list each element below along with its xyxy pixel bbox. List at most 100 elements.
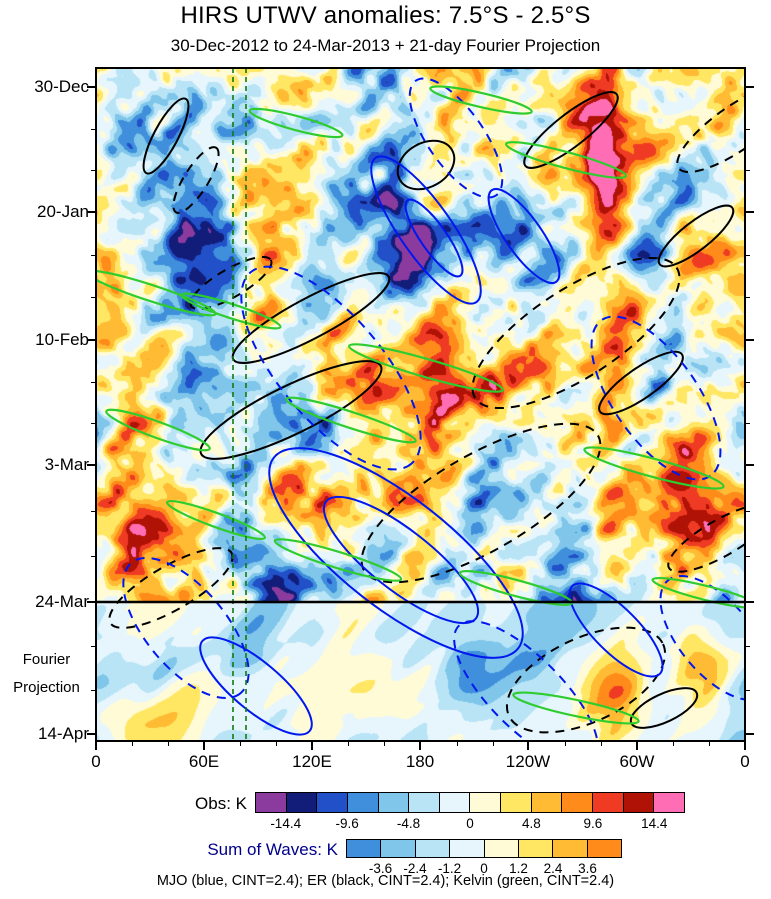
axis-tick: [745, 339, 754, 341]
obs-colorbar: [255, 792, 685, 813]
axis-tick: [745, 464, 754, 466]
y-axis-tick-label: 30-Dec: [34, 77, 89, 96]
axis-tick: [276, 741, 278, 746]
legend-caption: MJO (blue, CINT=2.4); ER (black, CINT=2.…: [156, 873, 615, 889]
er-contour-dashed: [667, 503, 745, 573]
mjo-contour: [322, 495, 480, 625]
axis-tick: [636, 741, 638, 750]
axis-tick: [348, 741, 350, 746]
obs-colorbar-segment: [470, 793, 502, 812]
er-contour: [199, 360, 383, 460]
kelvin-contour: [347, 343, 505, 393]
er-contour: [657, 204, 735, 268]
er-contour: [629, 687, 699, 729]
er-contour-dashed: [172, 146, 220, 214]
kelvin-contour: [429, 85, 533, 115]
axis-tick: [745, 170, 750, 172]
x-axis-tick-label: 60E: [188, 752, 220, 771]
x-axis-tick-label: 0: [91, 752, 101, 771]
waves-colorbar: [346, 839, 622, 858]
er-contour-dashed: [108, 547, 234, 629]
y-axis-tick-label: 10-Feb: [35, 330, 89, 349]
obs-colorbar-tick-label: 4.8: [522, 816, 541, 831]
x-axis-tick-label: 180: [405, 752, 435, 771]
axis-tick: [745, 211, 754, 213]
waves-colorbar-segment: [347, 840, 382, 857]
mjo-contour-dashed: [240, 265, 422, 471]
kelvin-contour: [248, 107, 344, 139]
waves-colorbar-tick-label: -3.6: [368, 861, 393, 876]
axis-tick: [203, 741, 205, 750]
waves-colorbar-tick-label: 0: [480, 861, 488, 876]
obs-colorbar-tick-label: 14.4: [641, 816, 668, 831]
obs-colorbar-segment: [501, 793, 532, 812]
axis-tick: [492, 741, 494, 746]
axis-tick: [744, 741, 746, 750]
er-contour-dashed: [189, 256, 273, 310]
axis-tick: [564, 741, 566, 746]
axis-tick: [87, 601, 96, 603]
obs-colorbar-tick-label: 0: [466, 816, 474, 831]
mjo-contour-dashed: [453, 620, 599, 741]
axis-tick: [745, 510, 750, 512]
axis-tick: [91, 128, 96, 130]
axis-tick: [132, 741, 134, 746]
axis-tick: [95, 741, 97, 750]
obs-colorbar-segment: [256, 793, 287, 812]
obs-colorbar-segment: [317, 793, 348, 812]
page-title: HIRS UTWV anomalies: 7.5°S - 2.5°S: [180, 2, 591, 29]
axis-tick: [527, 741, 529, 750]
axis-tick: [168, 741, 170, 746]
axis-tick: [91, 423, 96, 425]
obs-colorbar-segment: [562, 793, 594, 812]
axis-tick: [745, 86, 754, 88]
waves-colorbar-tick-label: -1.2: [437, 861, 462, 876]
kelvin-contour: [512, 691, 640, 725]
axis-tick: [87, 464, 96, 466]
x-axis-tick-label: 120W: [505, 752, 551, 771]
waves-colorbar-segment: [450, 840, 485, 857]
fourier-projection-label-line2: Projection: [13, 679, 80, 696]
kelvin-contour: [651, 576, 745, 610]
waves-colorbar-segment: [553, 840, 588, 857]
axis-tick: [91, 254, 96, 256]
axis-tick: [745, 254, 750, 256]
kelvin-contour: [165, 499, 267, 541]
plot-area: [96, 68, 745, 741]
mjo-contour-dashed: [408, 77, 504, 199]
y-axis-tick-label: 20-Jan: [37, 202, 89, 221]
waves-colorbar-tick-label: -2.4: [403, 861, 427, 876]
axis-tick: [87, 86, 96, 88]
axis-tick: [311, 741, 313, 750]
obs-colorbar-label: Obs: K: [195, 794, 247, 813]
axis-tick: [91, 646, 96, 647]
mjo-contour-dashed: [122, 556, 250, 700]
contour-overlay-svg: [96, 68, 745, 741]
axis-tick: [708, 741, 710, 746]
mjo-contour-dashed: [659, 575, 745, 701]
axis-tick: [240, 741, 242, 746]
waves-colorbar-tick-label: 1.2: [509, 861, 528, 876]
obs-colorbar-segment: [439, 793, 471, 812]
er-contour: [598, 350, 684, 416]
y-axis-tick-label: 24-Mar: [35, 592, 89, 611]
axis-tick: [745, 381, 750, 383]
figure-subtitle: 30-Dec-2012 to 24-Mar-2013 + 21-day Four…: [170, 36, 601, 55]
kelvin-contour: [583, 446, 725, 490]
mjo-contour-dashed: [590, 315, 722, 481]
axis-tick: [745, 297, 750, 299]
kelvin-contour: [96, 269, 217, 317]
obs-colorbar-segment: [593, 793, 624, 812]
axis-tick: [87, 339, 96, 341]
axis-tick: [600, 741, 602, 746]
axis-tick: [745, 601, 754, 603]
waves-colorbar-tick-label: 3.6: [578, 861, 597, 876]
axis-tick: [91, 556, 96, 558]
er-contour-dashed: [360, 422, 602, 584]
obs-colorbar-segment: [623, 793, 655, 812]
obs-colorbar-tick-label: 9.6: [583, 816, 603, 831]
waves-colorbar-segment: [518, 840, 554, 857]
axis-tick: [91, 690, 96, 691]
er-contour-dashed: [676, 82, 745, 174]
